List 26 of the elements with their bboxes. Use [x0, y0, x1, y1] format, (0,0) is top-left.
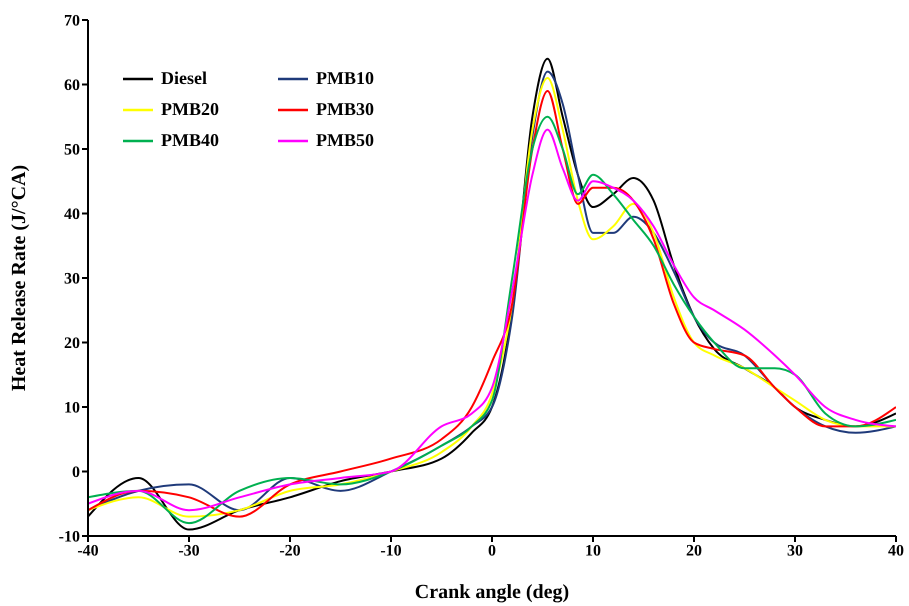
x-tick-label: -40 [77, 542, 99, 560]
x-tick-label: -10 [380, 542, 402, 560]
y-tick-label: 20 [64, 335, 80, 352]
legend-label: PMB40 [161, 130, 219, 151]
y-tick-label: 50 [64, 142, 80, 159]
x-tick-label: 10 [585, 542, 601, 560]
legend-label: PMB10 [316, 68, 374, 89]
y-tick-label: 0 [72, 464, 80, 482]
legend-label: PMB20 [161, 99, 219, 120]
y-tick-label: 10 [64, 400, 80, 417]
x-tick-label: -20 [279, 542, 301, 560]
y-tick-label: -10 [58, 528, 80, 546]
legend-label: PMB30 [316, 99, 374, 120]
y-tick-label: 60 [64, 77, 80, 94]
x-tick-label: 40 [888, 542, 904, 560]
y-tick-label: 70 [64, 12, 80, 30]
x-tick-label: -30 [178, 542, 200, 560]
x-tick-label: 20 [686, 542, 702, 560]
legend-label: PMB50 [316, 130, 374, 151]
legend-label: Diesel [161, 68, 207, 89]
x-tick-label: 30 [787, 542, 803, 560]
y-tick-label: 40 [64, 206, 80, 224]
y-axis-title: Heat Release Rate (J/°CA) [8, 164, 30, 392]
y-tick-label: 30 [64, 270, 80, 288]
x-axis-title: Crank angle (deg) [414, 581, 570, 603]
x-tick-label: 0 [488, 542, 496, 560]
